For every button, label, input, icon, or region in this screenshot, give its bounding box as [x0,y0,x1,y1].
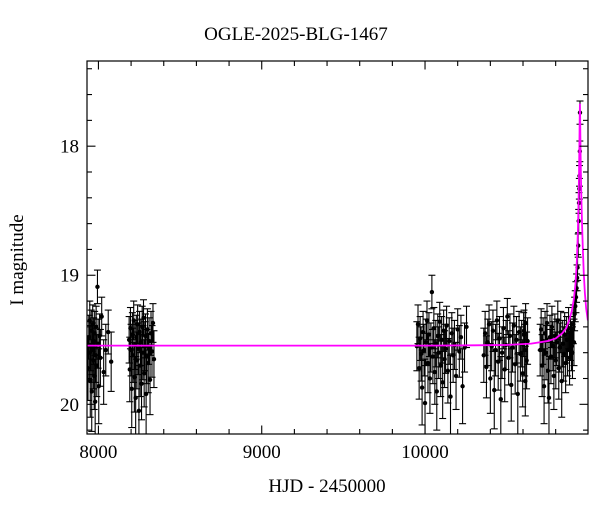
data-point [446,338,452,344]
x-tick-label: 9000 [243,442,281,463]
data-point [524,358,529,363]
data-point [514,337,519,342]
data-point [92,399,98,404]
chart-title: OGLE-2025-BLG-1467 [204,24,388,45]
y-axis-label: I magnitude [7,214,28,305]
data-point [150,320,156,326]
data-point [147,377,153,382]
data-point [95,284,100,290]
data-point [538,327,544,332]
data-point [460,384,465,389]
data-point [419,385,425,390]
data-point [437,319,442,324]
data-point [436,350,441,355]
data-point [108,359,114,364]
data-point [544,320,550,326]
data-point [415,322,421,327]
data-point [424,318,430,323]
data-point [551,373,557,379]
data-point [497,336,502,341]
data-point [101,369,106,375]
data-point [141,315,146,321]
data-point [569,344,574,349]
data-point [523,320,528,326]
data-point [422,400,428,406]
data-point [445,368,451,373]
data-point [444,323,449,328]
data-point [151,356,157,362]
data-point [440,380,445,385]
data-point [515,391,520,397]
data-point [510,345,515,350]
data-point [438,363,443,368]
model-curve [87,103,588,347]
data-point [505,314,510,319]
data-point [493,347,498,353]
data-point [490,328,496,333]
data-point [549,324,555,330]
y-tick-label: 19 [60,266,79,287]
x-tick-label: 10000 [401,442,449,463]
data-point [448,394,453,399]
data-point [571,340,577,345]
data-point [136,408,142,413]
data-point [129,386,134,392]
data-point [546,395,552,401]
photometry-series [87,100,584,434]
data-point [553,358,559,363]
data-point [141,371,147,376]
data-point [507,333,513,339]
x-tick-label: 8000 [79,442,117,463]
data-point [416,365,422,371]
data-point [482,331,488,336]
data-point [509,382,514,388]
y-tick-label: 20 [60,395,79,416]
data-point [139,381,144,386]
data-point [425,360,431,366]
data-point [149,349,155,354]
data-point [492,387,497,393]
data-point [458,335,464,340]
data-point [427,376,433,381]
data-point [442,356,447,362]
data-point [431,325,437,331]
data-point [525,338,530,344]
data-point [434,389,439,394]
data-point [443,346,448,352]
data-point [417,336,423,341]
y-tick-label: 18 [60,137,79,158]
data-point [488,376,493,381]
data-point [486,322,492,327]
data-point [555,318,560,323]
data-point [439,337,444,342]
data-point [541,384,547,389]
data-point [498,396,503,402]
data-point [103,347,108,353]
data-point [464,324,469,330]
plot-frame [86,60,589,435]
data-point [429,289,435,295]
data-point [543,350,549,355]
data-point [520,371,525,376]
data-point [511,323,517,328]
data-point [432,369,438,375]
data-point [421,347,427,353]
data-point [93,324,99,330]
tick-labels: 8000 9000 10000 18 19 20 [60,137,449,463]
data-point [89,389,94,394]
data-point [554,340,560,345]
data-point [499,350,505,355]
data-point [99,314,104,319]
data-point [426,332,432,337]
x-axis-label: HJD - 2450000 [268,476,385,497]
axis-ticks [87,61,588,434]
data-point [430,354,436,359]
data-point [494,318,500,323]
data-point [98,355,103,361]
data-point [501,325,506,331]
